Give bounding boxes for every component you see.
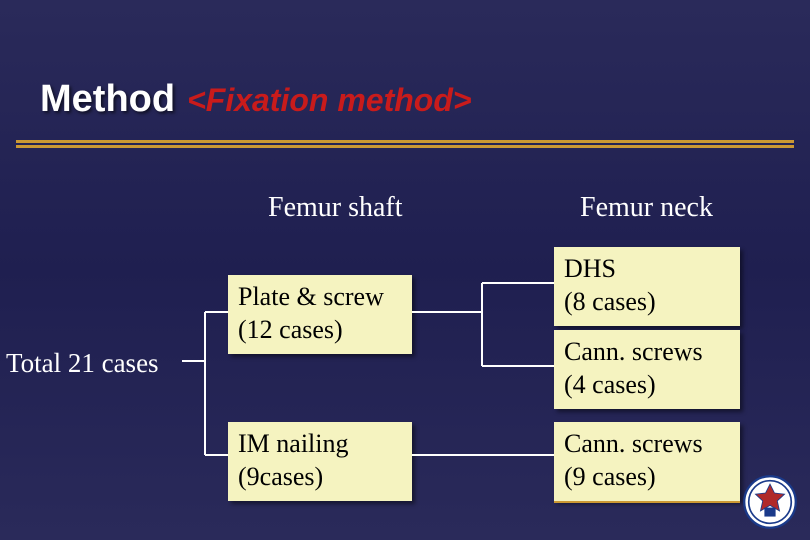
box-im-nailing: IM nailing (9cases) [228,422,412,501]
box-line: (4 cases) [564,370,656,399]
box-line: IM nailing [238,429,349,458]
box-line: (8 cases) [564,287,656,316]
box-cann-screws-9: Cann. screws (9 cases) [554,422,740,501]
box-dhs: DHS (8 cases) [554,247,740,326]
box-line: Plate & screw [238,282,384,311]
column-header-right: Femur neck [580,192,713,224]
institution-logo-icon [742,474,798,530]
column-header-left: Femur shaft [268,192,403,224]
slide-title: Method <Fixation method> [40,78,472,121]
box-line: (12 cases) [238,315,343,344]
title-sub: <Fixation method> [187,82,471,119]
total-label: Total 21 cases [6,348,159,379]
box-line: Cann. screws [564,337,703,366]
box-line: (9cases) [238,462,323,491]
box-line: Cann. screws [564,429,703,458]
title-main: Method [40,78,175,121]
box-line: (9 cases) [564,462,656,491]
box-plate-screw: Plate & screw (12 cases) [228,275,412,354]
box-cann-screws-4: Cann. screws (4 cases) [554,330,740,409]
title-rule [16,140,794,148]
box-line: DHS [564,254,616,283]
